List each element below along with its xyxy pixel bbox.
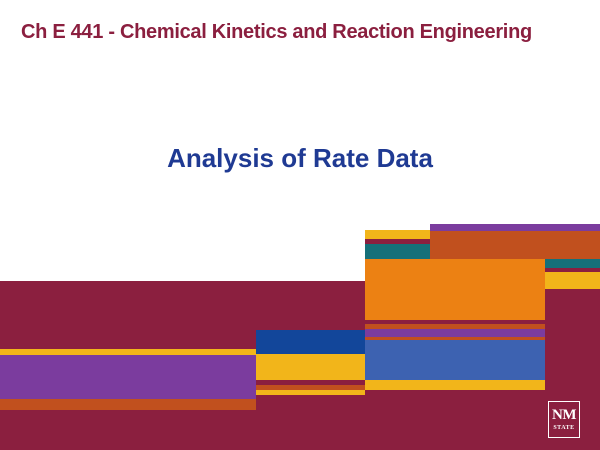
stripe	[0, 349, 256, 355]
stripe	[430, 231, 600, 259]
stripe	[0, 355, 256, 399]
stripe	[545, 272, 600, 289]
stripe	[365, 329, 545, 337]
stripe	[256, 354, 365, 380]
stripe	[365, 324, 545, 329]
stripe	[365, 340, 545, 380]
stripe	[365, 230, 430, 239]
stripe	[256, 330, 365, 354]
stripe	[365, 380, 545, 390]
stripe	[545, 268, 600, 272]
stripe	[0, 399, 256, 410]
logo-text-nm: NM	[552, 407, 577, 423]
slide-title: Analysis of Rate Data	[167, 143, 433, 173]
stripe	[365, 259, 545, 320]
stripe	[256, 385, 365, 390]
logo-text-state: STATE	[553, 425, 575, 431]
stripe	[430, 224, 600, 231]
stripe	[545, 259, 600, 268]
stripe	[256, 390, 365, 395]
stripe	[365, 337, 545, 340]
nmsu-logo: NM STATE	[548, 401, 580, 438]
stripe	[365, 244, 430, 259]
course-title: Ch E 441 - Chemical Kinetics and Reactio…	[21, 21, 532, 43]
stripe	[365, 239, 430, 244]
